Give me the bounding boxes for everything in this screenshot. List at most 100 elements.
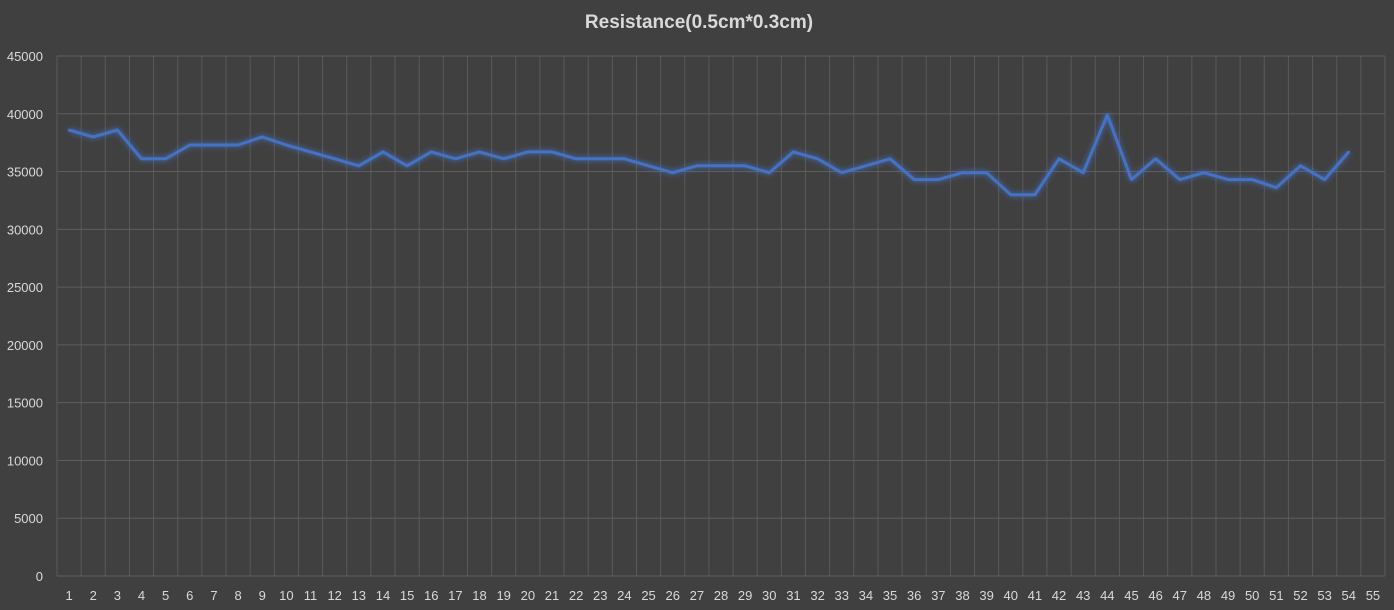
- x-tick-label: 47: [1173, 588, 1187, 603]
- x-tick-label: 53: [1317, 588, 1331, 603]
- x-tick-label: 36: [907, 588, 921, 603]
- data-point: [937, 178, 940, 181]
- x-tick-label: 44: [1100, 588, 1114, 603]
- data-point: [695, 164, 699, 167]
- x-tick-label: 25: [641, 588, 655, 603]
- chart-title: Resistance(0.5cm*0.3cm): [585, 12, 813, 33]
- data-point: [430, 150, 433, 154]
- data-point: [912, 178, 916, 181]
- data-point: [768, 171, 771, 174]
- x-tick-label: 24: [617, 588, 631, 603]
- x-tick-label: 35: [883, 588, 897, 603]
- x-tick-label: 1: [65, 588, 72, 603]
- y-tick-label: 40000: [7, 107, 43, 122]
- x-tick-label: 9: [259, 588, 266, 603]
- x-tick-label: 28: [714, 588, 728, 603]
- data-point: [454, 157, 457, 161]
- data-point: [1299, 164, 1302, 167]
- x-tick-label: 49: [1221, 588, 1235, 603]
- x-tick-label: 22: [569, 588, 583, 603]
- y-tick-label: 0: [36, 569, 43, 584]
- y-tick-label: 10000: [7, 453, 43, 468]
- data-point: [405, 164, 409, 167]
- x-tick-label: 51: [1269, 588, 1283, 603]
- x-tick-label: 43: [1076, 588, 1090, 603]
- data-point: [574, 157, 578, 161]
- data-point: [1202, 171, 1206, 174]
- x-tick-label: 34: [859, 588, 873, 603]
- x-tick-label: 16: [424, 588, 438, 603]
- data-point: [1106, 113, 1109, 117]
- x-tick-label: 38: [955, 588, 969, 603]
- x-tick-label: 15: [400, 588, 414, 603]
- x-tick-label: 30: [762, 588, 776, 603]
- data-point: [888, 157, 892, 161]
- data-point: [623, 157, 626, 161]
- x-tick-label: 11: [304, 588, 318, 603]
- x-tick-label: 13: [352, 588, 366, 603]
- x-tick-label: 2: [90, 588, 97, 603]
- data-point: [647, 164, 650, 167]
- x-tick-label: 55: [1366, 588, 1380, 603]
- x-tick-label: 5: [162, 588, 169, 603]
- series-line: [68, 113, 1350, 197]
- x-tick-label: 29: [738, 588, 752, 603]
- x-tick-label: 32: [810, 588, 824, 603]
- data-point: [357, 164, 361, 167]
- x-tick-label: 52: [1293, 588, 1307, 603]
- x-tick-label: 37: [931, 588, 945, 603]
- y-tick-label: 15000: [7, 396, 43, 411]
- x-tick-label: 19: [496, 588, 510, 603]
- data-point: [212, 143, 216, 147]
- data-point: [719, 164, 723, 167]
- grid: [56, 55, 1386, 577]
- data-point: [550, 150, 554, 154]
- series-group: [67, 113, 1350, 197]
- x-tick-label: 21: [545, 588, 559, 603]
- data-point: [381, 150, 385, 154]
- data-point: [92, 135, 95, 139]
- y-tick-label: 35000: [7, 165, 43, 180]
- x-tick-label: 10: [279, 588, 293, 603]
- data-point: [1130, 178, 1133, 181]
- data-point: [599, 157, 602, 161]
- data-point: [1323, 178, 1326, 181]
- data-point: [1009, 193, 1012, 196]
- x-tick-label: 40: [1004, 588, 1018, 603]
- data-point: [840, 171, 843, 174]
- y-tick-label: 30000: [7, 222, 43, 237]
- data-point: [743, 164, 747, 167]
- x-tick-label: 17: [448, 588, 462, 603]
- x-tick-label: 18: [472, 588, 486, 603]
- y-axis-ticks: 0 5000 10000 15000 20000 25000 30000 35000 40000…: [7, 49, 43, 584]
- data-point: [1275, 186, 1278, 189]
- data-point: [1226, 178, 1230, 181]
- data-point: [164, 157, 167, 161]
- data-point: [985, 171, 988, 174]
- data-point: [285, 143, 288, 147]
- x-tick-label: 7: [210, 588, 217, 603]
- x-tick-label: 48: [1197, 588, 1211, 603]
- x-tick-label: 4: [138, 588, 145, 603]
- data-point: [502, 157, 505, 161]
- y-tick-label: 45000: [7, 49, 43, 64]
- y-tick-label: 5000: [14, 511, 43, 526]
- x-tick-label: 46: [1148, 588, 1162, 603]
- x-tick-label: 12: [327, 588, 341, 603]
- x-tick-label: 3: [114, 588, 121, 603]
- x-tick-label: 20: [521, 588, 535, 603]
- data-point: [116, 128, 119, 132]
- x-tick-label: 33: [834, 588, 848, 603]
- x-tick-label: 39: [979, 588, 993, 603]
- data-point: [1251, 178, 1254, 181]
- x-tick-label: 14: [376, 588, 390, 603]
- data-point: [478, 150, 481, 154]
- x-tick-label: 41: [1028, 588, 1042, 603]
- data-point: [1033, 193, 1037, 196]
- data-point: [140, 157, 143, 161]
- data-point: [792, 150, 795, 154]
- data-point: [333, 157, 336, 161]
- x-tick-label: 6: [186, 588, 193, 603]
